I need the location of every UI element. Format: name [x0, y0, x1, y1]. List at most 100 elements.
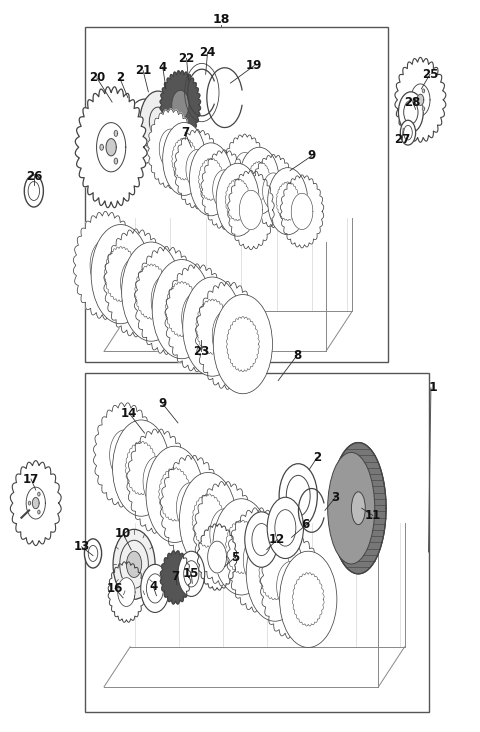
- Text: 20: 20: [89, 72, 105, 84]
- Polygon shape: [395, 57, 446, 142]
- Ellipse shape: [116, 118, 143, 162]
- Polygon shape: [160, 455, 222, 559]
- Polygon shape: [38, 492, 40, 496]
- Polygon shape: [331, 443, 386, 574]
- Polygon shape: [109, 430, 139, 480]
- Polygon shape: [159, 129, 182, 168]
- Polygon shape: [160, 71, 201, 139]
- Text: 21: 21: [135, 64, 151, 77]
- Ellipse shape: [213, 498, 270, 595]
- Polygon shape: [201, 150, 248, 229]
- Text: 17: 17: [23, 473, 39, 485]
- Ellipse shape: [183, 277, 242, 376]
- Text: 3: 3: [331, 490, 339, 504]
- Ellipse shape: [190, 143, 232, 216]
- Text: 27: 27: [394, 133, 410, 146]
- Ellipse shape: [132, 111, 156, 152]
- Bar: [85, 27, 388, 362]
- Polygon shape: [75, 87, 147, 208]
- Ellipse shape: [351, 492, 365, 525]
- Polygon shape: [422, 107, 425, 111]
- Polygon shape: [223, 134, 266, 207]
- Polygon shape: [26, 488, 46, 519]
- Text: 16: 16: [107, 582, 123, 595]
- Text: 9: 9: [308, 149, 316, 163]
- Ellipse shape: [24, 175, 43, 207]
- Ellipse shape: [172, 90, 189, 119]
- Ellipse shape: [163, 122, 205, 195]
- Ellipse shape: [146, 574, 164, 603]
- Polygon shape: [151, 274, 182, 326]
- Polygon shape: [228, 171, 274, 250]
- Text: 25: 25: [422, 68, 438, 81]
- Text: 13: 13: [73, 540, 90, 553]
- Ellipse shape: [125, 99, 164, 163]
- Ellipse shape: [91, 225, 150, 324]
- Bar: [85, 373, 429, 712]
- Text: 18: 18: [212, 13, 229, 26]
- Polygon shape: [252, 154, 295, 228]
- Ellipse shape: [88, 545, 98, 561]
- Ellipse shape: [180, 472, 237, 569]
- Text: 6: 6: [302, 518, 310, 531]
- Ellipse shape: [398, 92, 423, 132]
- Ellipse shape: [404, 125, 412, 140]
- Ellipse shape: [146, 447, 203, 542]
- Ellipse shape: [141, 564, 169, 613]
- Polygon shape: [106, 138, 116, 156]
- Text: 19: 19: [246, 59, 263, 72]
- Polygon shape: [210, 509, 240, 559]
- Text: 23: 23: [193, 345, 209, 358]
- Ellipse shape: [216, 163, 259, 236]
- Ellipse shape: [286, 475, 310, 516]
- Polygon shape: [177, 482, 206, 532]
- Ellipse shape: [213, 294, 273, 394]
- Polygon shape: [38, 510, 40, 514]
- Ellipse shape: [275, 509, 296, 546]
- Polygon shape: [32, 498, 39, 509]
- Ellipse shape: [149, 107, 167, 136]
- Polygon shape: [208, 541, 227, 573]
- Ellipse shape: [178, 551, 204, 597]
- Ellipse shape: [84, 539, 102, 568]
- Ellipse shape: [400, 120, 416, 145]
- Text: 28: 28: [405, 95, 421, 108]
- Polygon shape: [411, 84, 430, 116]
- Polygon shape: [174, 130, 221, 209]
- Ellipse shape: [328, 452, 375, 564]
- Ellipse shape: [121, 242, 181, 341]
- Polygon shape: [108, 562, 144, 622]
- Polygon shape: [181, 292, 213, 343]
- Ellipse shape: [252, 523, 271, 556]
- Ellipse shape: [280, 551, 337, 648]
- Polygon shape: [160, 551, 191, 604]
- Polygon shape: [227, 508, 289, 612]
- Text: 12: 12: [269, 533, 285, 546]
- Ellipse shape: [404, 100, 418, 124]
- Polygon shape: [73, 212, 137, 319]
- Ellipse shape: [113, 420, 170, 516]
- Ellipse shape: [110, 108, 148, 172]
- Text: 10: 10: [115, 527, 131, 540]
- Polygon shape: [417, 94, 424, 105]
- Polygon shape: [195, 281, 260, 389]
- Ellipse shape: [28, 182, 39, 201]
- Text: 22: 22: [179, 52, 195, 64]
- Ellipse shape: [267, 497, 303, 559]
- Ellipse shape: [126, 551, 142, 578]
- Polygon shape: [11, 460, 61, 545]
- Polygon shape: [422, 89, 425, 93]
- Text: 7: 7: [181, 126, 189, 139]
- Polygon shape: [147, 109, 194, 188]
- Ellipse shape: [140, 91, 176, 152]
- Polygon shape: [212, 310, 243, 361]
- Text: 1: 1: [429, 381, 438, 395]
- Polygon shape: [100, 144, 103, 150]
- Polygon shape: [280, 175, 324, 248]
- Text: 2: 2: [313, 451, 322, 463]
- Polygon shape: [96, 123, 126, 172]
- Polygon shape: [234, 152, 255, 189]
- Text: 15: 15: [183, 567, 200, 580]
- Ellipse shape: [246, 525, 303, 621]
- Polygon shape: [276, 561, 306, 611]
